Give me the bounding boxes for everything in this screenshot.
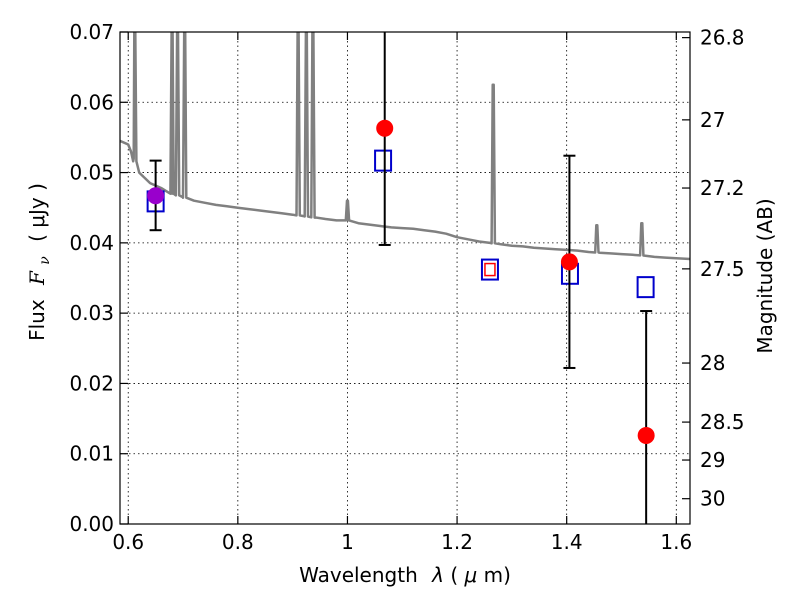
model-square-marker — [480, 258, 499, 281]
y-tick-label: 0.07 — [69, 20, 114, 44]
x-axis-label: Wavelength λ ( μ m) — [299, 563, 511, 587]
x-axis-ticks: 0.6 0.8 1 1.2 1.4 1.6 — [112, 32, 692, 554]
model-spectrum-line — [120, 32, 690, 261]
y2-tick-label: 27 — [700, 108, 725, 132]
x-tick-label: 1.2 — [441, 530, 473, 554]
observed-flux-point — [376, 119, 394, 137]
y2-tick-label: 27.2 — [700, 176, 745, 200]
y2-tick-label: 28 — [700, 351, 725, 375]
x-tick-label: 0.8 — [222, 530, 254, 554]
small-square-marker — [484, 262, 496, 277]
x-tick-label: 0.6 — [112, 530, 144, 554]
y2-tick-label: 26.8 — [700, 26, 745, 50]
model-square-marker — [374, 149, 393, 172]
y-tick-label: 0.06 — [69, 90, 114, 114]
y2-tick-label: 30 — [700, 487, 725, 511]
data-markers — [146, 32, 655, 524]
y2-tick-label: 27.5 — [700, 257, 745, 281]
y-tick-label: 0.03 — [69, 301, 114, 325]
observed-flux-point — [560, 253, 578, 271]
y-axis-ticks: 0.00 0.01 0.02 0.03 0.04 0.05 0.06 0.07 — [69, 20, 128, 536]
plot-frame — [119, 31, 691, 525]
observed-flux-point — [147, 187, 165, 205]
y-tick-label: 0.01 — [69, 442, 114, 466]
x-tick-label: 1 — [341, 530, 354, 554]
y2-axis-label: Magnitude (AB) — [753, 198, 777, 353]
y2-tick-label: 28.5 — [700, 410, 745, 434]
y-tick-label: 0.05 — [69, 161, 114, 185]
observed-flux-point — [637, 426, 655, 444]
y-axis-label: Flux F ν ( μJy ) — [25, 183, 54, 341]
grid-lines — [120, 31, 690, 525]
y-tick-label: 0.04 — [69, 231, 114, 255]
y-tick-label: 0.02 — [69, 371, 114, 395]
magnitude-axis-ticks: 26.8 27 27.2 27.5 28 28.5 29 30 — [682, 26, 745, 511]
y-tick-label: 0.00 — [69, 512, 114, 536]
plot-area — [120, 32, 690, 261]
x-tick-label: 1.6 — [660, 530, 692, 554]
y2-tick-label: 29 — [700, 448, 725, 472]
x-tick-label: 1.4 — [551, 530, 583, 554]
model-square-marker — [636, 276, 655, 299]
